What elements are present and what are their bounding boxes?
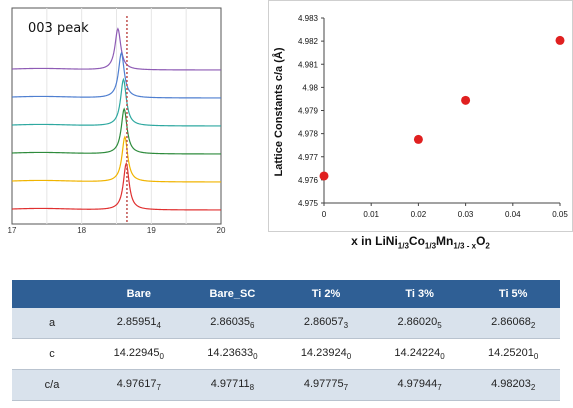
table-header-corner <box>12 280 92 308</box>
table-cell: 2.860205 <box>372 308 467 339</box>
table-cell: 14.239240 <box>279 338 373 370</box>
scatter-point <box>555 35 565 45</box>
table-cell: 2.860573 <box>279 308 373 339</box>
scatter-x-tick-label: 0.03 <box>458 210 474 219</box>
table-cell: 14.252010 <box>466 338 560 370</box>
xlabel-prefix: x in LiNi <box>351 234 398 248</box>
xrd-curves <box>11 27 222 211</box>
xrd-x-tick-label: 19 <box>147 226 156 235</box>
xrd-series-curve <box>11 51 222 99</box>
xlabel-sub-o: 2 <box>485 241 490 251</box>
table-cell: 4.979447 <box>372 369 467 401</box>
table-header-row: Bare Bare_SC Ti 2% Ti 3% Ti 5% <box>12 280 560 308</box>
table-cell: 2.860356 <box>185 308 280 339</box>
scatter-y-tick-label: 4.978 <box>298 130 319 139</box>
xlabel-mn: Mn <box>436 234 454 248</box>
scatter-point <box>413 134 423 144</box>
scatter-y-tick-label: 4.98 <box>302 83 318 92</box>
row-label-c-over-a: c/a <box>12 369 92 401</box>
table-header-ti-2: Ti 2% <box>279 280 373 308</box>
table-row: c 14.229450 14.236330 14.239240 14.24224… <box>12 338 560 370</box>
xrd-x-tick-label: 18 <box>77 226 86 235</box>
lattice-constants-table: Bare Bare_SC Ti 2% Ti 3% Ti 5% a 2.85951… <box>12 280 560 401</box>
scatter-x-tick-label: 0.02 <box>411 210 427 219</box>
xrd-series-curve <box>11 107 221 155</box>
scatter-y-axis-label: Lattice Constants c/a (Å) <box>272 47 285 176</box>
scatter-frame <box>268 0 573 232</box>
xrd-gridlines <box>46 8 187 224</box>
table-cell: 2.859514 <box>92 308 186 339</box>
xrd-series-curve <box>11 161 221 211</box>
scatter-y-tick-label: 4.982 <box>298 37 319 46</box>
scatter-y-tick-label: 4.975 <box>298 199 319 208</box>
lattice-scatter-chart: 4.975 4.976 4.977 4.978 4.979 4.98 4.981 4.982 4… <box>268 0 573 232</box>
table-row: a 2.859514 2.860356 2.860573 2.860205 2.… <box>12 308 560 339</box>
table-header-ti-3: Ti 3% <box>372 280 467 308</box>
xrd-x-tick-label: 20 <box>217 226 226 235</box>
table-header-bare-sc: Bare_SC <box>185 280 280 308</box>
table-row: c/a 4.976177 4.977118 4.977757 4.979447 … <box>12 369 560 401</box>
table-header-ti-5: Ti 5% <box>466 280 560 308</box>
xlabel-o: O <box>476 234 486 248</box>
scatter-points <box>319 35 565 181</box>
xrd-title: 003 peak <box>28 21 89 36</box>
scatter-x-tick-label: 0.04 <box>505 210 521 219</box>
xrd-series-curve <box>11 135 221 183</box>
scatter-x-ticks: 0 0.01 0.02 0.03 0.04 0.05 <box>322 203 568 219</box>
table-cell: 2.860682 <box>466 308 560 339</box>
table-cell: 4.977118 <box>185 369 280 401</box>
xrd-x-ticks: 17 18 19 20 <box>8 226 226 235</box>
table-cell: 14.229450 <box>92 338 186 370</box>
table-cell: 4.976177 <box>92 369 186 401</box>
xrd-x-tick-label: 17 <box>8 226 17 235</box>
table-header-bare: Bare <box>92 280 186 308</box>
table-cell: 14.236330 <box>185 338 280 370</box>
scatter-x-axis-label: x in LiNi1/3Co1/3Mn1/3 - xO2 <box>268 234 573 250</box>
scatter-point <box>461 95 471 105</box>
xlabel-sub-mn: 1/3 - x <box>453 241 477 251</box>
scatter-y-tick-label: 4.977 <box>298 153 319 162</box>
xrd-peak-chart: 003 peak 17 18 19 20 <box>8 7 226 235</box>
xlabel-sub-co: 1/3 <box>424 241 437 251</box>
scatter-y-tick-label: 4.983 <box>298 14 319 23</box>
xlabel-co: Co <box>408 234 425 248</box>
table-cell: 14.242240 <box>372 338 467 370</box>
table-cell: 4.982032 <box>466 369 560 401</box>
scatter-y-tick-label: 4.979 <box>298 107 319 116</box>
scatter-y-tick-label: 4.981 <box>298 60 319 69</box>
row-label-c: c <box>12 338 92 370</box>
xrd-series-curve <box>11 77 221 127</box>
scatter-y-tick-label: 4.976 <box>298 176 319 185</box>
scatter-x-tick-label: 0.01 <box>363 210 379 219</box>
scatter-x-tick-label: 0 <box>322 210 327 219</box>
row-label-a: a <box>12 308 92 339</box>
scatter-y-ticks: 4.975 4.976 4.977 4.978 4.979 4.98 4.981 4.982 4… <box>298 14 324 208</box>
xlabel-sub-ni: 1/3 <box>397 241 409 251</box>
xrd-series-curve <box>11 27 221 71</box>
scatter-point <box>319 171 329 181</box>
scatter-x-tick-label: 0.05 <box>552 210 568 219</box>
table-cell: 4.977757 <box>279 369 373 401</box>
